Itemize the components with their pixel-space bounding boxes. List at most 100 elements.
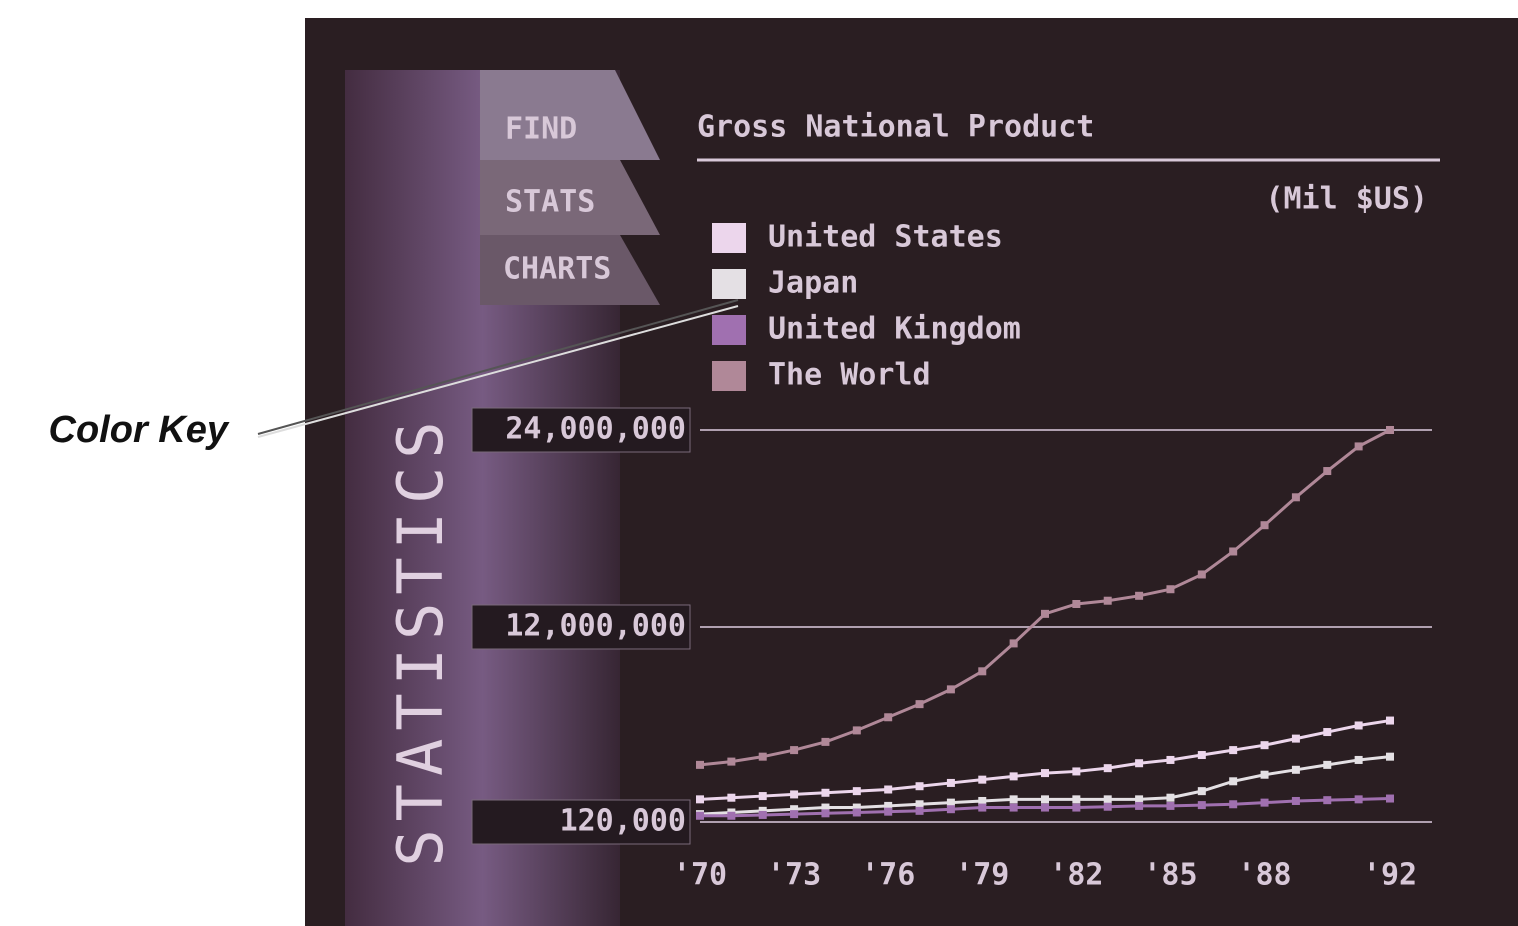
legend-swatch (712, 223, 746, 253)
data-point (1229, 800, 1237, 808)
y-tick-label: 24,000,000 (505, 412, 686, 447)
data-point (1135, 802, 1143, 810)
data-point (1386, 795, 1394, 803)
data-point (1386, 717, 1394, 725)
data-point (1041, 804, 1049, 812)
data-point (790, 790, 798, 798)
legend-swatch (712, 361, 746, 391)
data-point (790, 810, 798, 818)
data-point (1072, 767, 1080, 775)
data-point (1198, 787, 1206, 795)
data-point (821, 789, 829, 797)
data-point (1010, 804, 1018, 812)
data-point (1323, 728, 1331, 736)
menu-item[interactable]: CHARTS (503, 252, 611, 287)
data-point (1261, 741, 1269, 749)
data-point (1104, 597, 1112, 605)
data-point (821, 738, 829, 746)
x-tick-label: '88 (1237, 858, 1291, 893)
menu-item[interactable]: FIND (505, 112, 577, 147)
x-tick-label: '85 (1143, 858, 1197, 893)
data-point (696, 812, 704, 820)
page: FIND STATS CHARTS STATISTICS Gross Natio… (0, 0, 1518, 926)
sidebar-label: STATISTICS (384, 413, 457, 866)
data-point (1323, 467, 1331, 475)
data-point (1386, 753, 1394, 761)
data-point (759, 811, 767, 819)
data-point (1041, 769, 1049, 777)
data-point (696, 761, 704, 769)
data-point (759, 792, 767, 800)
data-point (1135, 592, 1143, 600)
data-point (1104, 764, 1112, 772)
legend-label: United States (768, 220, 1003, 255)
data-point (1198, 751, 1206, 759)
data-point (916, 700, 924, 708)
data-point (1166, 756, 1174, 764)
x-tick-label: '76 (861, 858, 915, 893)
data-point (1355, 795, 1363, 803)
data-point (1041, 610, 1049, 618)
data-point (1104, 803, 1112, 811)
data-point (1010, 639, 1018, 647)
data-point (821, 809, 829, 817)
data-point (1355, 756, 1363, 764)
data-point (916, 807, 924, 815)
x-tick-label: '73 (767, 858, 821, 893)
data-point (884, 808, 892, 816)
data-point (978, 804, 986, 812)
y-tick-label: 120,000 (560, 804, 686, 839)
data-point (853, 808, 861, 816)
data-point (727, 812, 735, 820)
x-tick-label: '82 (1049, 858, 1103, 893)
data-point (1261, 771, 1269, 779)
data-point (978, 776, 986, 784)
legend-swatch (712, 315, 746, 345)
data-point (1072, 795, 1080, 803)
data-point (1166, 802, 1174, 810)
data-point (1323, 796, 1331, 804)
menu-item[interactable]: STATS (505, 185, 595, 220)
data-point (790, 746, 798, 754)
data-point (727, 758, 735, 766)
data-point (947, 805, 955, 813)
y-tick-label: 12,000,000 (505, 608, 686, 643)
data-point (1292, 766, 1300, 774)
data-point (727, 794, 735, 802)
data-point (1166, 585, 1174, 593)
data-point (947, 685, 955, 693)
data-point (1355, 442, 1363, 450)
data-point (1229, 777, 1237, 785)
data-point (916, 782, 924, 790)
data-point (853, 726, 861, 734)
data-point (1261, 799, 1269, 807)
data-point (947, 779, 955, 787)
data-point (1010, 772, 1018, 780)
chart-title: Gross National Product (697, 110, 1094, 145)
data-point (1010, 795, 1018, 803)
callout-label: Color Key (49, 409, 230, 451)
legend-label: Japan (768, 266, 858, 301)
data-point (884, 785, 892, 793)
data-point (1166, 794, 1174, 802)
data-point (1229, 547, 1237, 555)
x-tick-label: '92 (1363, 858, 1417, 893)
legend-label: United Kingdom (768, 312, 1021, 347)
data-point (1041, 795, 1049, 803)
data-point (978, 667, 986, 675)
data-point (1323, 761, 1331, 769)
data-point (1292, 797, 1300, 805)
x-tick-label: '70 (673, 858, 727, 893)
data-point (853, 787, 861, 795)
screenshot: FIND STATS CHARTS STATISTICS Gross Natio… (0, 0, 1518, 926)
data-point (1386, 426, 1394, 434)
data-point (759, 753, 767, 761)
data-point (1135, 759, 1143, 767)
chart-subtitle: (Mil $US) (1265, 182, 1428, 217)
data-point (1072, 600, 1080, 608)
legend-label: The World (768, 358, 931, 393)
data-point (1072, 804, 1080, 812)
data-point (1261, 521, 1269, 529)
data-point (1292, 493, 1300, 501)
x-tick-label: '79 (955, 858, 1009, 893)
